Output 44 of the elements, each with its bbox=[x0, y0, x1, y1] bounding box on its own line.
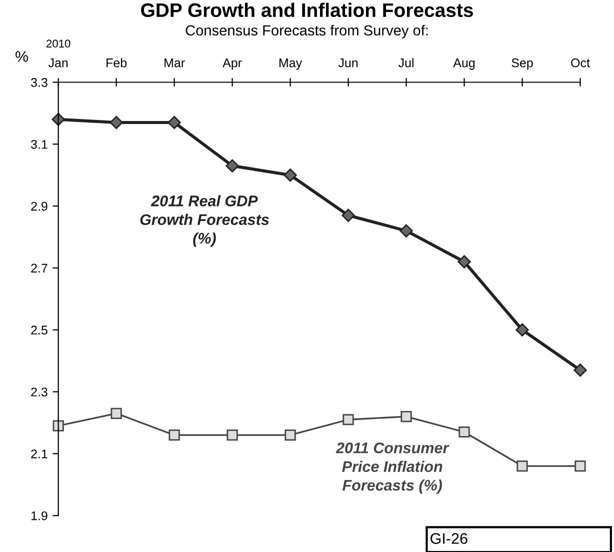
point bbox=[516, 323, 529, 336]
y-tick-label: 2.3 bbox=[31, 388, 48, 396]
x-tick-label: Jun bbox=[338, 58, 358, 68]
x-tick-label: Jul bbox=[398, 58, 414, 68]
y-axis-title: % bbox=[16, 51, 28, 62]
point bbox=[574, 460, 586, 472]
point bbox=[110, 408, 122, 419]
y-tick-label: 3.1 bbox=[31, 140, 48, 149]
chart-subtitle: Consensus Forecasts from Survey of: bbox=[186, 24, 428, 38]
y-tick-label: 2.7 bbox=[31, 264, 48, 272]
x-tick-label: Oct bbox=[571, 58, 590, 68]
x-tick-label: Aug bbox=[453, 58, 475, 70]
series-label: 2011 Real GDP Growth Forecasts (%) bbox=[140, 195, 269, 247]
point bbox=[574, 364, 587, 377]
x-tick-label: Mar bbox=[164, 58, 185, 68]
x-tick-label: Feb bbox=[106, 58, 127, 68]
point bbox=[284, 430, 296, 441]
x-tick-label: Apr bbox=[222, 58, 242, 70]
series-label: 2011 Consumer Price Inflation Forecasts (%) bbox=[336, 442, 450, 494]
text: GI-26 bbox=[430, 533, 468, 544]
y-tick-label: 1.9 bbox=[31, 511, 48, 520]
y-tick-label: 2.9 bbox=[31, 202, 48, 211]
point bbox=[342, 208, 355, 222]
point bbox=[458, 255, 471, 268]
point bbox=[400, 224, 413, 238]
y-tick-label: 3.3 bbox=[31, 78, 48, 87]
point bbox=[110, 116, 123, 130]
x-tick-label: May bbox=[280, 58, 302, 70]
point bbox=[168, 430, 180, 441]
point bbox=[226, 159, 239, 172]
chart-title: GDP Growth and Inflation Forecasts bbox=[141, 2, 473, 18]
point bbox=[226, 430, 238, 441]
x-tick-label: Sep bbox=[512, 58, 533, 70]
point bbox=[52, 420, 64, 432]
y-tick-label: 2.1 bbox=[31, 449, 48, 458]
y-tick-label: 2.5 bbox=[31, 326, 48, 335]
point bbox=[400, 410, 412, 422]
point bbox=[458, 426, 470, 438]
point bbox=[342, 414, 354, 426]
text: 2010 bbox=[46, 40, 70, 48]
point bbox=[168, 116, 181, 130]
x-tick-label: Jan bbox=[48, 58, 68, 68]
point bbox=[516, 460, 528, 472]
point bbox=[284, 168, 297, 182]
